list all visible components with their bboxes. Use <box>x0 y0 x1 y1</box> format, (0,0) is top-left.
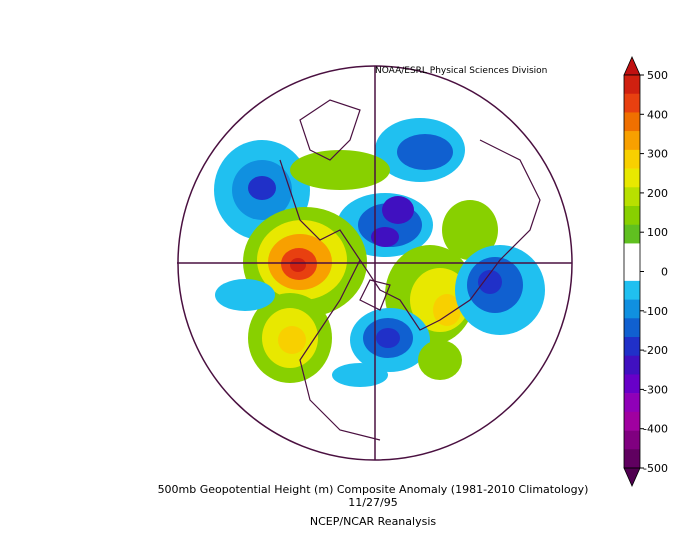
colorbar-arrow <box>623 56 641 76</box>
colorbar-tick-label: -500 <box>643 462 668 475</box>
negative-anomaly <box>376 328 400 348</box>
positive-anomaly <box>418 340 462 380</box>
colorbar-band <box>624 93 640 113</box>
coastline <box>299 99 361 161</box>
positive-anomaly <box>290 258 306 272</box>
colorbar-band <box>624 112 640 132</box>
colorbar-tick-label: 200 <box>647 187 668 200</box>
colorbar-tick-label: 300 <box>647 148 668 161</box>
negative-anomaly <box>371 227 399 247</box>
positive-anomaly <box>442 200 498 260</box>
colorbar-band <box>624 449 640 469</box>
coastline <box>359 279 391 311</box>
colorbar-band <box>624 206 640 226</box>
credit: NOAA/ESRL Physical Sciences Division <box>375 66 547 76</box>
colorbar-tick-label: 0 <box>661 266 668 279</box>
colorbar-band <box>624 224 640 244</box>
colorbar-tick-label: 400 <box>647 108 668 121</box>
colorbar-band <box>624 299 640 319</box>
colorbar-band <box>624 75 640 95</box>
colorbar-band <box>624 131 640 151</box>
negative-anomaly <box>382 196 414 224</box>
colorbar-band <box>624 411 640 431</box>
colorbar-band <box>624 430 640 450</box>
map-date: 11/27/95 <box>348 496 397 509</box>
negative-anomaly <box>248 176 276 200</box>
positive-anomaly <box>433 294 461 326</box>
colorbar-band <box>624 262 640 282</box>
colorbar-tick-label: -300 <box>643 383 668 396</box>
anomaly-field <box>214 99 545 441</box>
colorbar-band <box>624 374 640 394</box>
colorbar-band <box>624 318 640 338</box>
map-title: 500mb Geopotential Height (m) Composite … <box>158 483 589 496</box>
colorbar-tick-label: -200 <box>643 344 668 357</box>
colorbar-band <box>624 355 640 375</box>
colorbar-band <box>624 243 640 263</box>
coastline <box>359 139 541 331</box>
colorbar-band <box>624 280 640 300</box>
coastline <box>279 159 381 441</box>
colorbar-tick-label: -100 <box>643 305 668 318</box>
map-source: NCEP/NCAR Reanalysis <box>310 515 436 528</box>
colorbar-tick-label: -400 <box>643 423 668 436</box>
negative-anomaly <box>397 134 453 170</box>
colorbar-band <box>624 337 640 357</box>
negative-anomaly <box>478 270 502 294</box>
negative-anomaly <box>332 363 388 387</box>
negative-anomaly <box>215 279 275 311</box>
map-border <box>177 65 573 461</box>
colorbar-arrow <box>623 467 641 487</box>
colorbar: 500 400 300 200 100 0 -100 -200 -300 -400 -500 <box>623 56 668 487</box>
colorbar-band <box>624 168 640 188</box>
colorbar-band <box>624 187 640 207</box>
colorbar-tick-label: 500 <box>647 69 668 82</box>
positive-anomaly <box>278 326 306 354</box>
positive-anomaly <box>290 150 390 190</box>
colorbar-band <box>624 393 640 413</box>
colorbar-band <box>624 149 640 169</box>
colorbar-tick-label: 100 <box>647 226 668 239</box>
